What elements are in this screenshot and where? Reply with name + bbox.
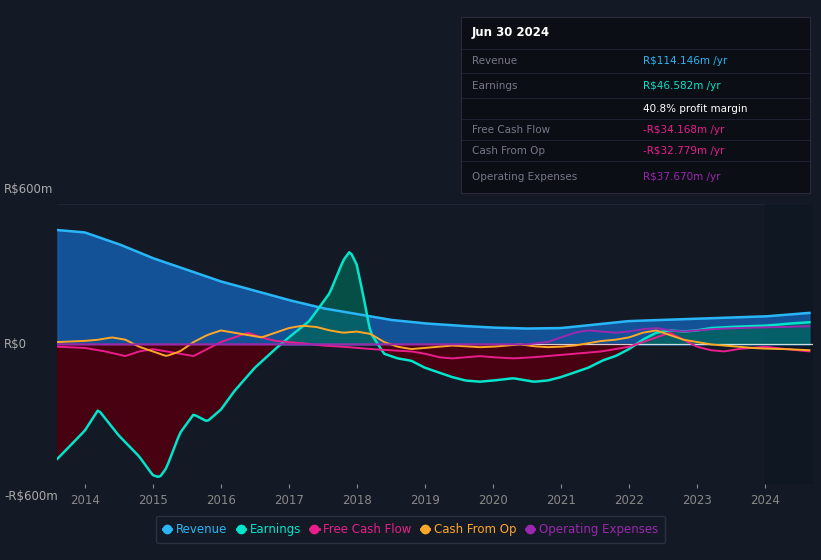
Text: R$114.146m /yr: R$114.146m /yr <box>643 56 727 66</box>
Text: Jun 30 2024: Jun 30 2024 <box>472 26 550 39</box>
Text: -R$32.779m /yr: -R$32.779m /yr <box>643 146 724 156</box>
Bar <box>765 204 813 484</box>
Legend: Revenue, Earnings, Free Cash Flow, Cash From Op, Operating Expenses: Revenue, Earnings, Free Cash Flow, Cash … <box>156 516 665 543</box>
Text: Earnings: Earnings <box>472 81 517 91</box>
Text: Revenue: Revenue <box>472 56 517 66</box>
Text: R$600m: R$600m <box>4 183 53 196</box>
Text: Operating Expenses: Operating Expenses <box>472 172 577 183</box>
Text: Free Cash Flow: Free Cash Flow <box>472 125 550 135</box>
Text: R$46.582m /yr: R$46.582m /yr <box>643 81 721 91</box>
Text: 40.8% profit margin: 40.8% profit margin <box>643 104 747 114</box>
Text: -R$600m: -R$600m <box>4 490 57 503</box>
Text: -R$34.168m /yr: -R$34.168m /yr <box>643 125 724 135</box>
Text: R$37.670m /yr: R$37.670m /yr <box>643 172 720 183</box>
Text: R$0: R$0 <box>4 338 27 351</box>
Text: Cash From Op: Cash From Op <box>472 146 545 156</box>
